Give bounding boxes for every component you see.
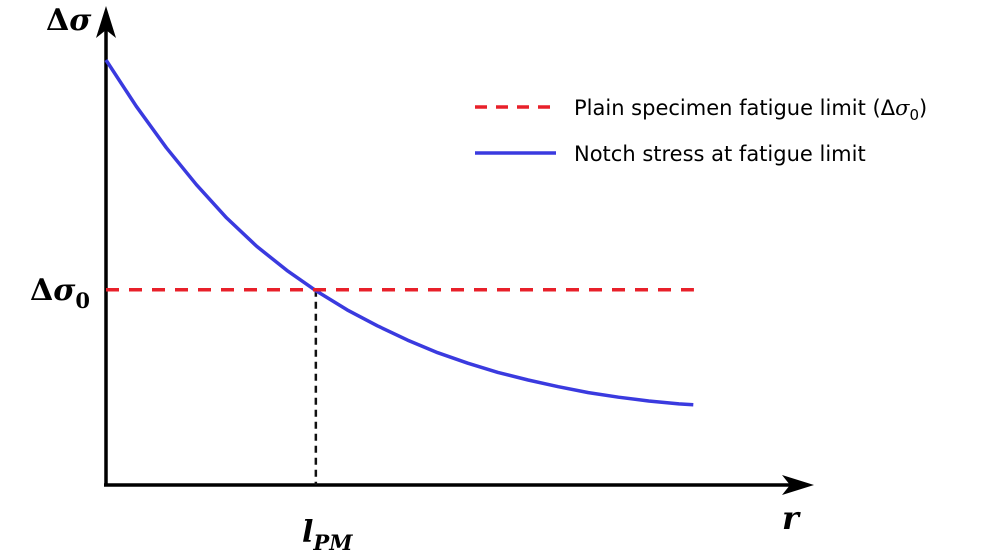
x-axis-label: r xyxy=(782,499,801,537)
series-layer xyxy=(104,59,694,485)
legend-solid-label: Notch stress at fatigue limit xyxy=(574,142,866,166)
x-axis-arrowhead xyxy=(782,475,814,495)
y-axis-arrowhead xyxy=(96,6,116,38)
threshold-tick-label: Δσ0 xyxy=(30,273,90,313)
notch-stress-curve xyxy=(104,59,694,407)
crossing-tick-label: lPM xyxy=(302,515,353,555)
legend: Plain specimen fatigue limit (Δσ0) Notch… xyxy=(475,96,927,166)
legend-dashed-label: Plain specimen fatigue limit (Δσ0) xyxy=(574,96,927,124)
y-axis-label: Δσ xyxy=(46,3,92,38)
